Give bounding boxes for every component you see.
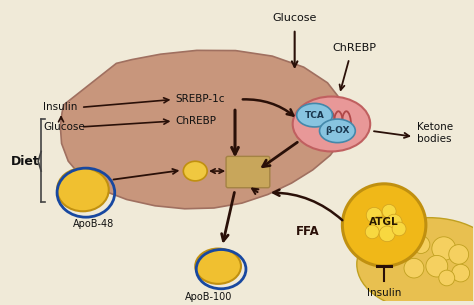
Circle shape [426,255,448,277]
Circle shape [370,216,388,234]
Circle shape [392,222,406,236]
FancyBboxPatch shape [226,156,270,188]
Ellipse shape [319,119,356,143]
Text: ApoB-100: ApoB-100 [184,292,232,302]
Circle shape [449,245,469,264]
Ellipse shape [357,218,474,305]
Ellipse shape [57,168,109,211]
Text: SREBP-1c: SREBP-1c [175,95,225,105]
Circle shape [366,207,382,223]
Text: ChREBP: ChREBP [332,43,376,52]
Text: β-OX: β-OX [325,126,350,135]
Ellipse shape [297,103,332,127]
Text: Glucose: Glucose [273,13,317,23]
Circle shape [342,184,426,266]
Text: ApoB-48: ApoB-48 [73,219,114,229]
Text: Ketone
bodies: Ketone bodies [417,122,453,144]
Text: Glucose: Glucose [43,122,85,132]
Text: TCA: TCA [305,111,325,120]
Circle shape [365,225,379,239]
Circle shape [452,264,470,282]
Text: Insulin: Insulin [367,288,401,298]
Circle shape [432,237,456,260]
Circle shape [412,236,430,253]
Ellipse shape [292,96,370,152]
Circle shape [382,204,396,218]
Circle shape [439,270,455,286]
Text: Insulin: Insulin [43,102,78,112]
Text: ATGL: ATGL [369,217,399,227]
Circle shape [404,258,424,278]
Circle shape [379,226,395,242]
Ellipse shape [183,161,207,181]
Circle shape [386,214,402,230]
Polygon shape [60,50,347,209]
Text: FFA: FFA [296,225,319,238]
Ellipse shape [195,249,241,284]
Text: ChREBP: ChREBP [175,116,216,126]
Circle shape [388,241,410,262]
Text: Diet: Diet [11,155,40,168]
